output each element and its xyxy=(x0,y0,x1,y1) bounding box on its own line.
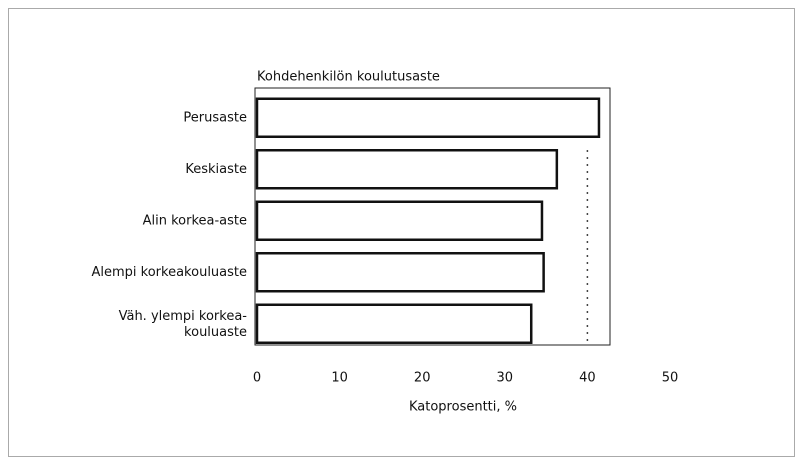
y-tick-label: Väh. ylempi korkea-kouluaste xyxy=(119,308,248,339)
x-tick-label: 30 xyxy=(497,371,514,386)
x-tick-label: 10 xyxy=(331,371,348,386)
bar xyxy=(255,252,545,293)
chart-title: Kohdehenkilön koulutusaste xyxy=(257,70,440,85)
x-axis-label: Katoprosentti, % xyxy=(409,400,517,415)
plot-frame xyxy=(254,87,611,346)
x-tick-label: 0 xyxy=(253,371,261,386)
x-tick-label: 50 xyxy=(662,371,679,386)
y-tick-label: Alempi korkeakouluaste xyxy=(92,265,248,280)
bar xyxy=(255,200,544,241)
x-tick-label: 40 xyxy=(579,371,596,386)
page-border xyxy=(8,8,795,457)
y-tick-label: Alin korkea-aste xyxy=(143,213,247,228)
y-tick-label: Perusaste xyxy=(183,110,247,125)
bar xyxy=(255,149,559,190)
y-tick-label: Keskiaste xyxy=(185,162,247,177)
bar xyxy=(255,97,601,138)
bar xyxy=(255,303,533,344)
x-tick-label: 20 xyxy=(414,371,431,386)
